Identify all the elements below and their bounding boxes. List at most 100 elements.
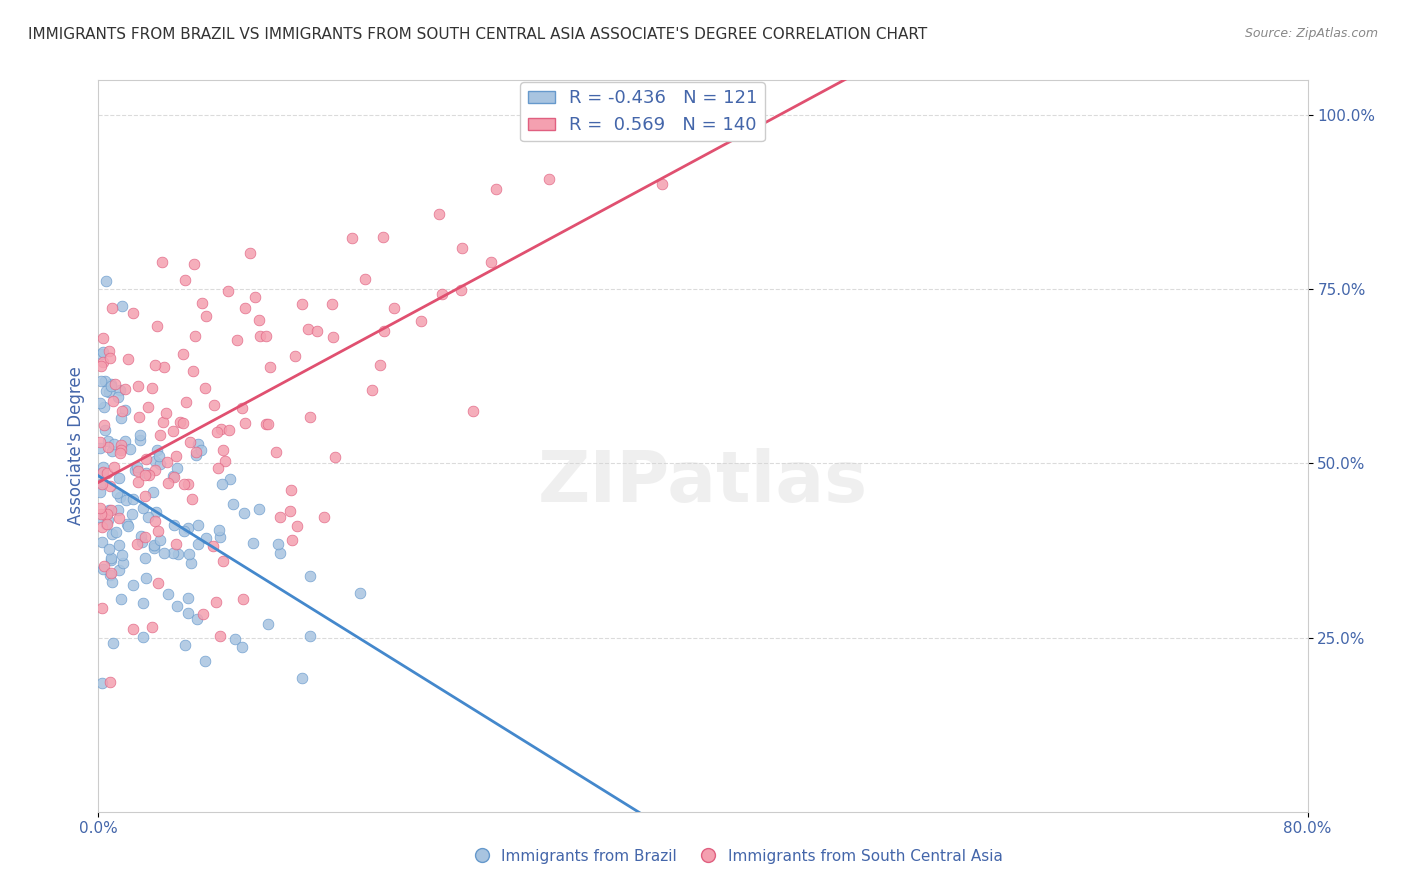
Point: [111, 403, 134, 417]
Point: [100, 301, 122, 316]
Point: [194, 654, 217, 668]
Point: [146, 524, 169, 538]
Point: [94, 384, 117, 398]
Point: [269, 546, 291, 560]
Point: [257, 617, 280, 632]
Point: [209, 422, 232, 436]
Point: [104, 376, 127, 391]
Point: [173, 476, 195, 491]
Point: [91, 330, 114, 344]
Point: [111, 549, 134, 563]
Point: [218, 423, 240, 437]
Point: [190, 443, 212, 458]
Point: [186, 445, 208, 459]
Point: [93, 559, 115, 574]
Point: [91, 676, 114, 690]
Point: [100, 378, 122, 392]
Point: [235, 416, 257, 430]
Point: [450, 283, 472, 297]
Point: [360, 384, 382, 398]
Point: [93, 374, 115, 388]
Point: [257, 417, 280, 431]
Point: [121, 622, 143, 636]
Point: [115, 516, 138, 531]
Text: IMMIGRANTS FROM BRAZIL VS IMMIGRANTS FROM SOUTH CENTRAL ASIA ASSOCIATE'S DEGREE : IMMIGRANTS FROM BRAZIL VS IMMIGRANTS FRO…: [28, 27, 928, 42]
Point: [93, 400, 115, 414]
Point: [162, 424, 184, 438]
Point: [479, 255, 502, 269]
Point: [96, 517, 118, 532]
Point: [94, 274, 117, 288]
Point: [181, 364, 204, 378]
Point: [176, 591, 198, 605]
Text: Source: ZipAtlas.com: Source: ZipAtlas.com: [1244, 27, 1378, 40]
Point: [108, 538, 131, 552]
Text: ZIPatlas: ZIPatlas: [538, 448, 868, 517]
Point: [156, 455, 179, 469]
Point: [110, 592, 132, 607]
Point: [121, 578, 143, 592]
Point: [254, 417, 277, 431]
Point: [101, 526, 124, 541]
Point: [124, 463, 146, 477]
Point: [145, 505, 167, 519]
Point: [121, 508, 143, 522]
Point: [169, 415, 191, 429]
Point: [323, 450, 346, 464]
Point: [97, 434, 120, 448]
Point: [131, 529, 153, 543]
Point: [222, 497, 245, 511]
Point: [291, 671, 314, 685]
Point: [183, 257, 205, 271]
Point: [143, 358, 166, 372]
Point: [100, 551, 122, 566]
Point: [98, 568, 121, 582]
Point: [100, 443, 122, 458]
Point: [243, 290, 266, 304]
Point: [174, 394, 197, 409]
Point: [125, 459, 148, 474]
Point: [104, 524, 127, 539]
Point: [91, 535, 114, 549]
Point: [146, 443, 169, 458]
Point: [152, 415, 174, 429]
Point: [96, 516, 118, 531]
Point: [100, 553, 122, 567]
Point: [205, 595, 228, 609]
Point: [239, 245, 262, 260]
Point: [97, 441, 120, 455]
Point: [411, 314, 433, 328]
Point: [211, 554, 233, 568]
Point: [98, 674, 121, 689]
Point: [138, 468, 160, 483]
Point: [89, 435, 111, 450]
Point: [143, 541, 166, 556]
Point: [146, 575, 169, 590]
Point: [191, 607, 214, 622]
Point: [142, 538, 165, 552]
Point: [233, 301, 256, 316]
Point: [214, 454, 236, 468]
Point: [451, 241, 474, 255]
Point: [162, 546, 184, 560]
Point: [122, 306, 145, 320]
Point: [202, 398, 225, 412]
Point: [135, 451, 157, 466]
Point: [142, 539, 165, 553]
Point: [149, 457, 172, 471]
Point: [247, 502, 270, 516]
Point: [108, 446, 131, 460]
Point: [194, 381, 217, 395]
Point: [382, 301, 405, 315]
Point: [195, 309, 218, 323]
Point: [90, 374, 112, 388]
Point: [110, 384, 132, 398]
Point: [267, 536, 290, 550]
Point: [89, 500, 111, 515]
Point: [285, 519, 308, 533]
Point: [177, 477, 200, 491]
Point: [211, 477, 233, 491]
Point: [111, 299, 134, 313]
Point: [166, 599, 188, 613]
Point: [100, 376, 122, 391]
